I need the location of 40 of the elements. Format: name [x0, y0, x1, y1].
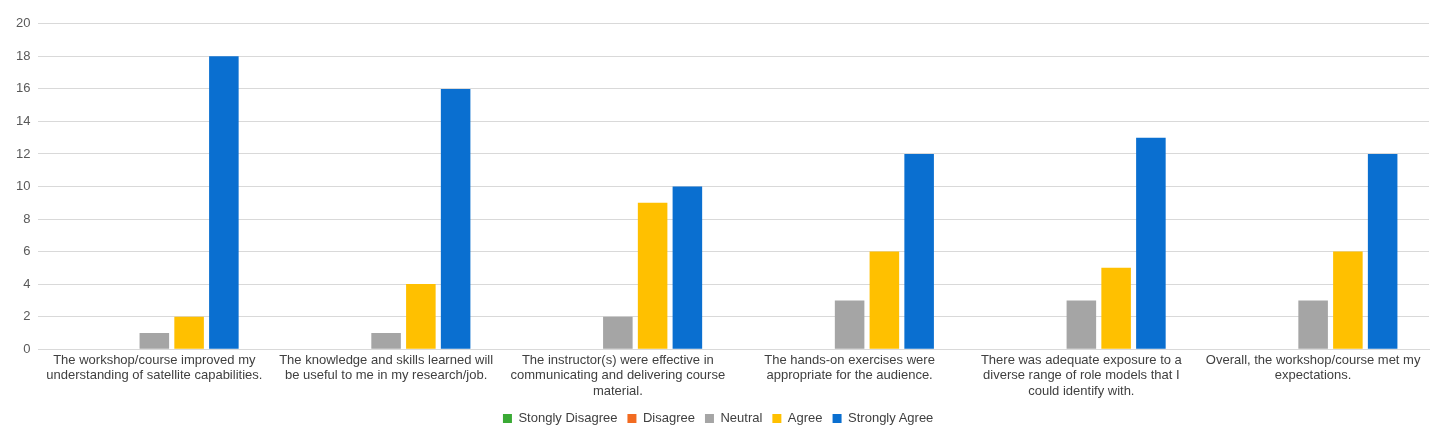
x-tick-label: The hands-on exercises were appropriate for the audience. [764, 351, 935, 383]
bar [672, 186, 703, 349]
legend-label: Strongly Agree [848, 410, 934, 426]
bar [637, 202, 668, 349]
bar [904, 153, 934, 349]
bar [869, 251, 900, 349]
x-tick-label: The workshop/course improved my understanding of satellite capabilities. [46, 351, 263, 383]
x-tick-label: Overall, the workshop/course met my expectations. [1205, 351, 1421, 383]
legend-label: Disagree [642, 410, 695, 426]
x-tick-label: There was adequate exposure to a diverse range of role models that I could identify with. [980, 351, 1183, 398]
y-tick-label: 12 [15, 145, 31, 161]
y-tick-label: 18 [15, 47, 31, 63]
bar [209, 56, 239, 349]
y-tick-label: 20 [15, 15, 31, 31]
y-tick-label: 16 [15, 80, 31, 96]
legend-label: Stongly Disagree [518, 410, 618, 426]
bar [406, 284, 436, 349]
bar [139, 332, 170, 349]
legend-label: Neutral [720, 410, 763, 426]
y-tick-label: 14 [15, 113, 31, 128]
bar [1367, 153, 1398, 349]
bar [1101, 267, 1131, 349]
y-tick-label: 0 [23, 340, 31, 356]
bar [603, 316, 633, 349]
y-tick-label: 4 [23, 275, 31, 291]
y-tick-label: 2 [23, 308, 31, 324]
x-tick-label: The knowledge and skills learned will be useful to me in my research/job. [279, 351, 494, 383]
bar [371, 332, 401, 349]
bar [440, 88, 471, 349]
bar [1066, 300, 1097, 349]
bar [1333, 251, 1363, 349]
bar [1298, 300, 1328, 349]
legend-label: Agree [787, 410, 823, 426]
y-tick-label: 6 [23, 243, 31, 259]
bar [1136, 137, 1166, 349]
y-tick-label: 10 [15, 178, 31, 194]
bar [834, 300, 865, 349]
x-tick-label: The instructor(s) were effective in communicating and delivering course material. [510, 351, 726, 398]
bar [174, 316, 204, 349]
y-tick-label: 8 [23, 210, 31, 226]
